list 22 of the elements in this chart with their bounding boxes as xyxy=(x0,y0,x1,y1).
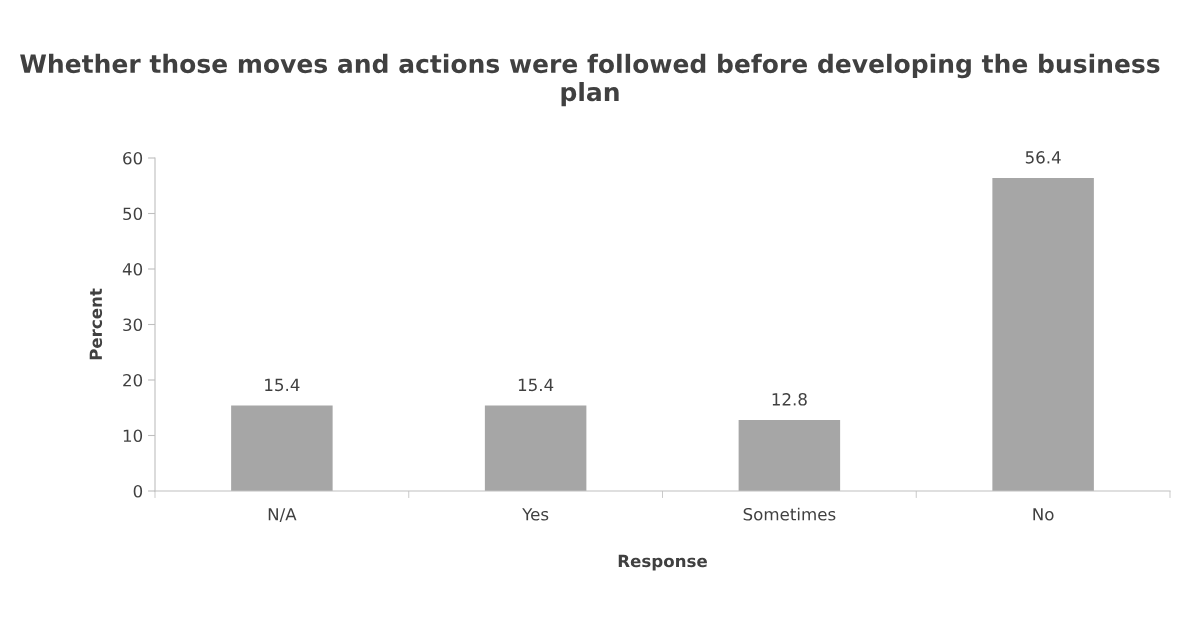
y-tick-label: 40 xyxy=(122,262,143,276)
bar xyxy=(231,405,333,491)
y-tick-label: 50 xyxy=(123,207,143,221)
data-label: 56.4 xyxy=(1025,151,1061,164)
y-tick-label: 60 xyxy=(123,151,143,165)
x-tick-label: Sometimes xyxy=(743,507,836,521)
bar xyxy=(484,405,587,491)
x-tick-label: No xyxy=(1033,508,1054,521)
y-tick-label: 0 xyxy=(133,484,143,498)
y-tick-label: 30 xyxy=(123,318,143,332)
x-tick-label: N/A xyxy=(268,508,297,522)
x-axis-title: Response xyxy=(618,554,707,571)
data-label: 15.4 xyxy=(265,378,300,392)
y-axis-title: Percent xyxy=(89,288,103,360)
x-tick-label: Yes xyxy=(522,508,549,521)
data-label: 15.4 xyxy=(518,378,554,392)
bar xyxy=(738,419,841,491)
data-label: 12.8 xyxy=(772,393,807,406)
bar xyxy=(992,177,1094,491)
y-tick-label: 10 xyxy=(123,429,143,443)
chart-title: Whether those moves and actions were followed before developing the business plan xyxy=(20,53,1160,107)
y-tick-label: 20 xyxy=(123,373,143,387)
